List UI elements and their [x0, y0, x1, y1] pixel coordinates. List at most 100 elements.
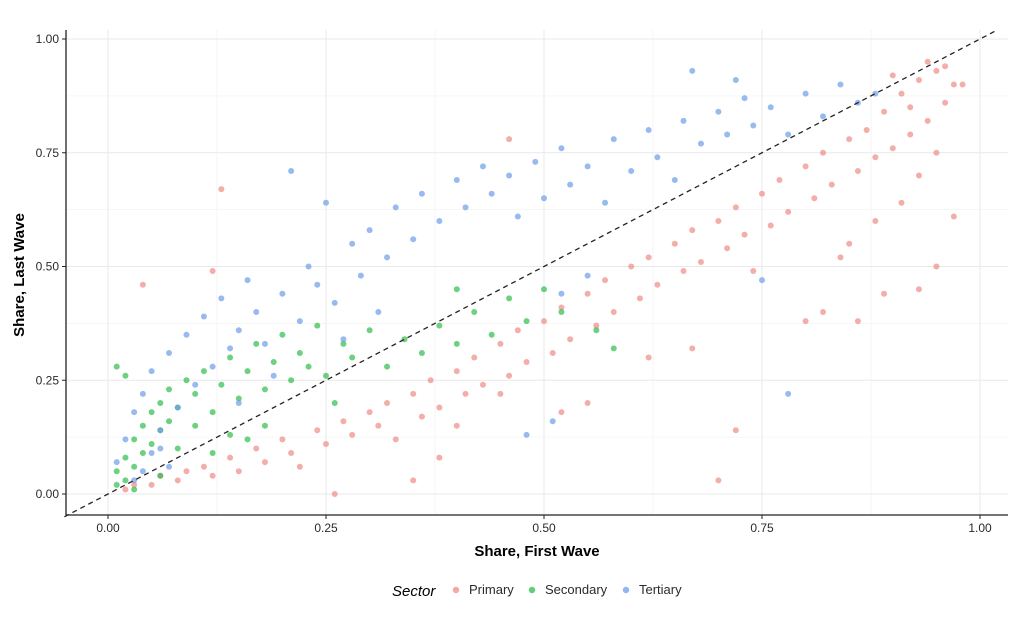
point-primary [872, 154, 879, 161]
point-secondary [131, 463, 138, 470]
point-tertiary [654, 154, 661, 161]
point-primary [471, 354, 478, 361]
point-tertiary [462, 204, 469, 211]
point-tertiary [558, 145, 565, 152]
point-tertiary [802, 90, 809, 97]
point-tertiary [549, 418, 556, 425]
point-primary [820, 309, 827, 315]
point-secondary [131, 436, 138, 443]
point-primary [253, 445, 260, 452]
point-secondary [418, 349, 425, 356]
point-primary [410, 390, 417, 397]
point-secondary [227, 431, 234, 438]
point-secondary [523, 318, 530, 325]
x-tick-label: 0.25 [314, 521, 338, 535]
point-tertiary [157, 427, 164, 434]
point-primary [462, 390, 469, 397]
point-secondary [113, 363, 120, 370]
point-tertiary [645, 127, 652, 133]
point-tertiary [724, 131, 731, 138]
point-secondary [157, 400, 164, 406]
point-primary [715, 218, 722, 224]
point-primary [933, 67, 940, 74]
point-primary [436, 404, 443, 411]
point-primary [898, 90, 905, 97]
point-primary [497, 340, 504, 347]
point-primary [139, 281, 146, 288]
y-tick-label: 1.00 [36, 32, 60, 46]
point-primary [506, 372, 513, 379]
point-primary [148, 481, 155, 488]
point-primary [863, 127, 870, 133]
point-primary [288, 450, 295, 457]
point-primary [636, 295, 643, 302]
point-tertiary [759, 277, 765, 284]
point-secondary [192, 390, 199, 397]
point-secondary [471, 309, 478, 315]
point-primary [933, 149, 940, 156]
point-primary [776, 177, 783, 184]
point-tertiary [584, 163, 591, 170]
point-primary [541, 318, 547, 325]
point-primary [942, 63, 949, 70]
point-tertiary [488, 190, 495, 197]
point-primary [584, 290, 591, 297]
point-primary [209, 472, 216, 479]
point-primary [950, 81, 957, 88]
point-tertiary [200, 313, 207, 320]
point-secondary [166, 386, 173, 393]
point-tertiary [183, 331, 190, 338]
point-tertiary [131, 409, 138, 416]
point-primary [767, 222, 774, 229]
point-tertiary [357, 272, 364, 279]
point-primary [846, 240, 853, 247]
point-tertiary [296, 318, 303, 325]
series-tertiary [113, 67, 879, 484]
point-primary [340, 418, 347, 425]
point-secondary [139, 450, 146, 457]
point-primary [732, 427, 739, 434]
point-tertiary [218, 295, 225, 302]
point-primary [514, 327, 521, 334]
point-primary [828, 181, 835, 188]
point-primary [131, 481, 138, 488]
point-tertiary [288, 167, 295, 174]
point-primary [453, 368, 460, 375]
point-secondary [331, 400, 338, 406]
point-primary [950, 213, 957, 220]
point-primary [279, 436, 286, 443]
point-tertiary [113, 459, 120, 466]
point-tertiary [270, 372, 277, 379]
point-secondary [288, 377, 295, 384]
point-primary [889, 72, 896, 79]
point-tertiary [279, 290, 286, 297]
point-primary [331, 491, 338, 497]
point-primary [697, 258, 704, 265]
legend-key-primary [452, 586, 460, 594]
point-tertiary [157, 445, 164, 452]
point-tertiary [253, 309, 260, 315]
point-tertiary [767, 104, 774, 111]
point-primary [654, 281, 661, 288]
point-secondary [209, 450, 216, 457]
point-tertiary [479, 163, 486, 170]
point-secondary [200, 368, 207, 375]
legend-title: Sector [392, 583, 436, 600]
point-primary [942, 99, 949, 106]
point-primary [907, 104, 914, 111]
point-tertiary [532, 158, 539, 165]
point-secondary [558, 309, 565, 315]
point-primary [323, 440, 329, 447]
point-secondary [122, 372, 129, 379]
point-primary [645, 354, 652, 361]
point-secondary [323, 372, 329, 379]
point-secondary [148, 440, 155, 447]
point-secondary [453, 286, 460, 293]
point-primary [872, 218, 879, 224]
point-tertiary [209, 363, 216, 370]
y-axis-title: Share, Last Wave [11, 213, 28, 337]
point-primary [671, 240, 678, 247]
x-tick-label: 0.00 [96, 521, 120, 535]
